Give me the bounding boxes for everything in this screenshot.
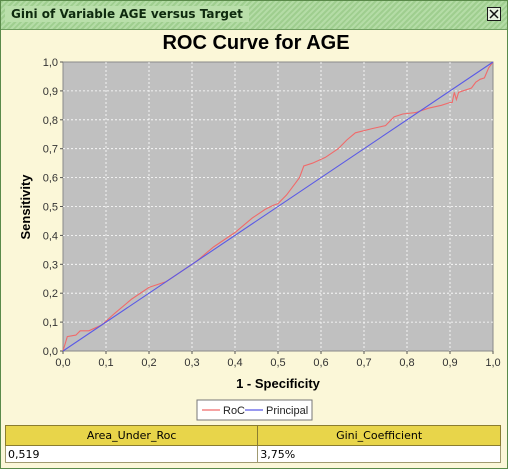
x-tick-label: 0,7 [356, 357, 371, 369]
y-tick-label: 0,1 [43, 317, 58, 329]
close-button[interactable] [487, 7, 501, 21]
x-tick-label: 0,6 [313, 357, 328, 369]
x-tick-label: 1,0 [485, 357, 500, 369]
column-header-auc[interactable]: Area_Under_Roc [4, 425, 259, 446]
y-tick-label: 0,9 [43, 86, 58, 98]
y-tick-label: 0,5 [43, 202, 58, 214]
y-tick-label: 0,8 [43, 115, 58, 127]
column-header-gini[interactable]: Gini_Coefficient [257, 425, 501, 446]
table-header-row: Area_Under_Roc Gini_Coefficient [4, 425, 501, 446]
x-tick-label: 0,0 [55, 357, 70, 369]
x-tick-label: 0,4 [227, 357, 242, 369]
x-axis-ticks: 0,0 0,1 0,2 0,3 0,4 0,5 0,6 0,7 0,8 0,9 1,0 [55, 351, 501, 369]
y-axis-ticks: 0,0 0,1 0,2 0,3 0,4 0,5 0,6 0,7 0,8 0,9 1,0 [43, 57, 63, 358]
x-tick-label: 0,9 [442, 357, 457, 369]
y-tick-label: 0,4 [43, 230, 58, 242]
y-tick-label: 0,0 [43, 346, 58, 358]
chart-title: ROC Curve for AGE [162, 32, 349, 54]
grid-lines [63, 62, 493, 351]
gini-value[interactable]: 3,75% [257, 445, 501, 463]
x-tick-label: 0,3 [184, 357, 199, 369]
legend-label-principal: Principal [266, 405, 308, 417]
x-tick-label: 0,8 [399, 357, 414, 369]
series-lines [62, 61, 494, 352]
x-tick-label: 0,2 [141, 357, 156, 369]
auc-value[interactable]: 0,519 [4, 445, 259, 463]
x-tick-label: 0,1 [98, 357, 113, 369]
roc-chart-panel: ROC Curve for AGE 0,0 0,1 0,2 0,3 0,4 0,5 0,6 0… [6, 31, 503, 425]
table-row: 0,519 3,75% [4, 445, 501, 463]
y-tick-label: 0,6 [43, 173, 58, 185]
close-icon [489, 9, 499, 19]
y-tick-label: 1,0 [43, 57, 58, 69]
stats-table: Area_Under_Roc Gini_Coefficient 0,519 3,… [4, 425, 501, 463]
roc-chart: ROC Curve for AGE 0,00,10,20,30,40,50,60… [18, 32, 501, 421]
x-tick-label: 0,5 [270, 357, 285, 369]
legend: RoC Principal [196, 399, 313, 421]
x-axis-label: 1 - Specificity [236, 376, 321, 391]
series-line-roc [62, 61, 494, 352]
series-line-principal [62, 61, 494, 352]
y-tick-label: 0,2 [43, 288, 58, 300]
y-tick-label: 0,7 [43, 144, 58, 156]
window-title: Gini of Variable AGE versus Target [5, 6, 249, 22]
y-tick-label: 0,3 [43, 259, 58, 271]
window-titlebar[interactable]: Gini of Variable AGE versus Target [1, 1, 507, 30]
y-axis-label: Sensitivity [18, 174, 33, 240]
legend-label-roc: RoC [223, 405, 245, 417]
